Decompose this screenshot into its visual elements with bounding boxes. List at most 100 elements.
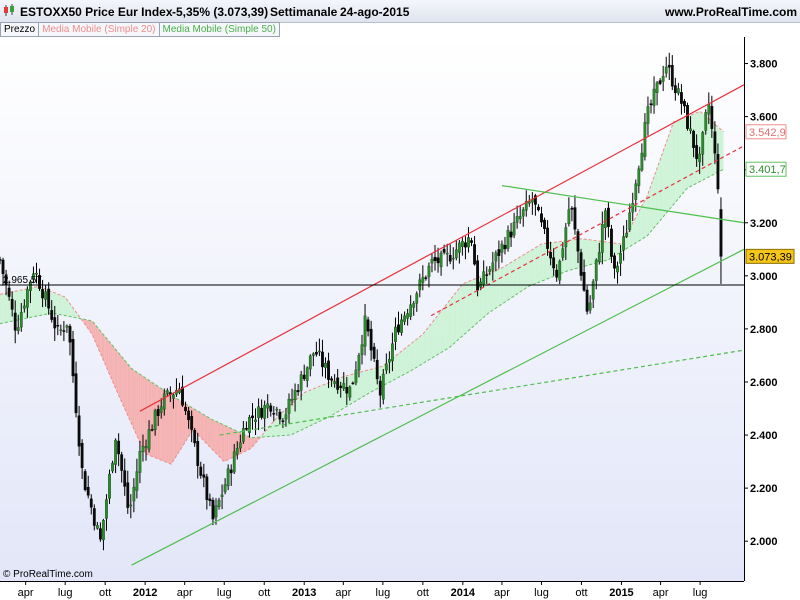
ma-cloud-segment bbox=[651, 179, 654, 231]
ma-cloud-segment bbox=[443, 306, 445, 352]
candle-body bbox=[643, 122, 647, 157]
candle-body bbox=[518, 216, 522, 220]
ma-cloud-segment bbox=[143, 376, 145, 453]
ma-cloud-segment bbox=[6, 292, 8, 323]
price-tag-box bbox=[745, 248, 795, 264]
candle-body bbox=[515, 216, 519, 223]
candle-body bbox=[384, 363, 388, 371]
ma-cloud-segment bbox=[642, 201, 645, 239]
ma-cloud-segment bbox=[628, 228, 630, 248]
ma-cloud-segment bbox=[295, 398, 298, 433]
ma-cloud-segment bbox=[308, 390, 311, 427]
ma-cloud-segment bbox=[572, 239, 574, 270]
ma-cloud-segment bbox=[438, 313, 440, 355]
ma-cloud-segment bbox=[573, 239, 575, 270]
ma-cloud-segment bbox=[113, 346, 115, 387]
candle-body bbox=[573, 207, 577, 230]
candle-body bbox=[65, 325, 69, 328]
ma-cloud-segment bbox=[307, 390, 309, 427]
candle-body bbox=[202, 474, 206, 478]
ma-cloud-segment bbox=[633, 218, 635, 245]
legend-ma20[interactable]: Media Mobile (Simple 20) bbox=[38, 22, 160, 37]
ma-cloud-segment bbox=[533, 248, 535, 285]
ma-cloud-segment bbox=[674, 121, 676, 204]
ma-cloud-segment bbox=[529, 250, 531, 287]
ma-cloud-segment bbox=[439, 311, 441, 354]
ma-cloud-segment bbox=[462, 283, 465, 336]
ma-cloud-segment bbox=[366, 370, 368, 395]
ma-cloud-segment bbox=[144, 377, 147, 454]
ma-cloud-segment bbox=[423, 331, 426, 363]
ma-cloud-segment bbox=[603, 241, 605, 262]
ma-cloud-segment bbox=[272, 421, 274, 437]
candle-body bbox=[686, 105, 689, 129]
ma-cloud-segment bbox=[653, 175, 655, 229]
ma-cloud-segment bbox=[668, 131, 671, 211]
ma-cloud-segment bbox=[636, 214, 638, 243]
ma-cloud-segment bbox=[501, 267, 504, 305]
ma-cloud-segment bbox=[63, 296, 66, 316]
candle-body bbox=[442, 248, 446, 253]
x-tick-label: 2014 bbox=[451, 587, 476, 599]
ma-cloud-segment bbox=[152, 382, 154, 458]
ma-cloud-segment bbox=[114, 348, 117, 390]
symbol-title: ESTOXX50 Price Eur Index bbox=[20, 5, 173, 19]
ma-cloud-segment bbox=[504, 265, 506, 303]
ma-cloud-segment bbox=[544, 243, 547, 280]
candle-body bbox=[290, 399, 294, 402]
candle-body bbox=[10, 299, 14, 310]
ma-cloud-segment bbox=[517, 257, 519, 294]
ma-cloud-segment bbox=[36, 286, 38, 317]
ma-cloud-segment bbox=[226, 426, 229, 461]
ma-cloud-segment bbox=[534, 247, 536, 285]
candle-body bbox=[251, 415, 254, 419]
candle-body bbox=[293, 390, 297, 401]
ma-cloud-segment bbox=[183, 402, 186, 445]
ma-cloud-segment bbox=[76, 313, 79, 319]
candle-body bbox=[62, 330, 66, 332]
website-link[interactable]: www.ProRealTime.com bbox=[665, 5, 798, 19]
legend-ma50[interactable]: Media Mobile (Simple 50) bbox=[158, 22, 280, 37]
candle-body bbox=[460, 240, 464, 248]
ma-cloud-segment bbox=[397, 353, 399, 378]
ma-cloud-segment bbox=[491, 271, 493, 311]
candle-body bbox=[549, 252, 553, 259]
candle-body bbox=[314, 352, 318, 355]
ma-cloud-segment bbox=[395, 355, 397, 380]
ma-cloud-segment bbox=[102, 334, 105, 363]
ma-cloud-segment bbox=[684, 117, 686, 192]
ma-cloud-segment bbox=[466, 281, 469, 333]
candle-body bbox=[430, 258, 434, 264]
ma-cloud-segment bbox=[116, 349, 118, 393]
candle-body bbox=[524, 201, 528, 211]
candle-body bbox=[302, 374, 306, 380]
ma-cloud-segment bbox=[166, 392, 169, 464]
candle-body bbox=[610, 228, 613, 257]
ma-cloud-segment bbox=[319, 385, 321, 422]
ma-cloud-segment bbox=[297, 397, 299, 432]
ma-cloud-segment bbox=[250, 437, 252, 449]
candle-body bbox=[95, 525, 99, 529]
candle-body bbox=[56, 324, 60, 327]
ma-cloud-segment bbox=[432, 319, 435, 358]
candle-body bbox=[327, 360, 330, 380]
candle-body bbox=[333, 381, 337, 384]
ma-cloud-segment bbox=[542, 243, 544, 281]
ma-cloud-segment bbox=[207, 416, 209, 446]
ma-cloud-segment bbox=[505, 264, 508, 302]
candle-body bbox=[534, 195, 537, 205]
candle-body bbox=[272, 413, 276, 415]
candle-body bbox=[570, 207, 574, 210]
price-tag-box bbox=[745, 124, 787, 140]
candle-body bbox=[7, 287, 11, 297]
legend-price[interactable]: Prezzo bbox=[0, 22, 40, 37]
candle-body bbox=[628, 212, 632, 230]
ma-cloud-segment bbox=[132, 369, 135, 430]
candle-body bbox=[439, 252, 443, 268]
candle-body bbox=[41, 289, 44, 299]
ma-cloud-segment bbox=[322, 384, 324, 421]
ma-cloud-segment bbox=[290, 403, 293, 436]
ma-cloud-segment bbox=[649, 186, 651, 234]
candle-body bbox=[80, 443, 84, 468]
